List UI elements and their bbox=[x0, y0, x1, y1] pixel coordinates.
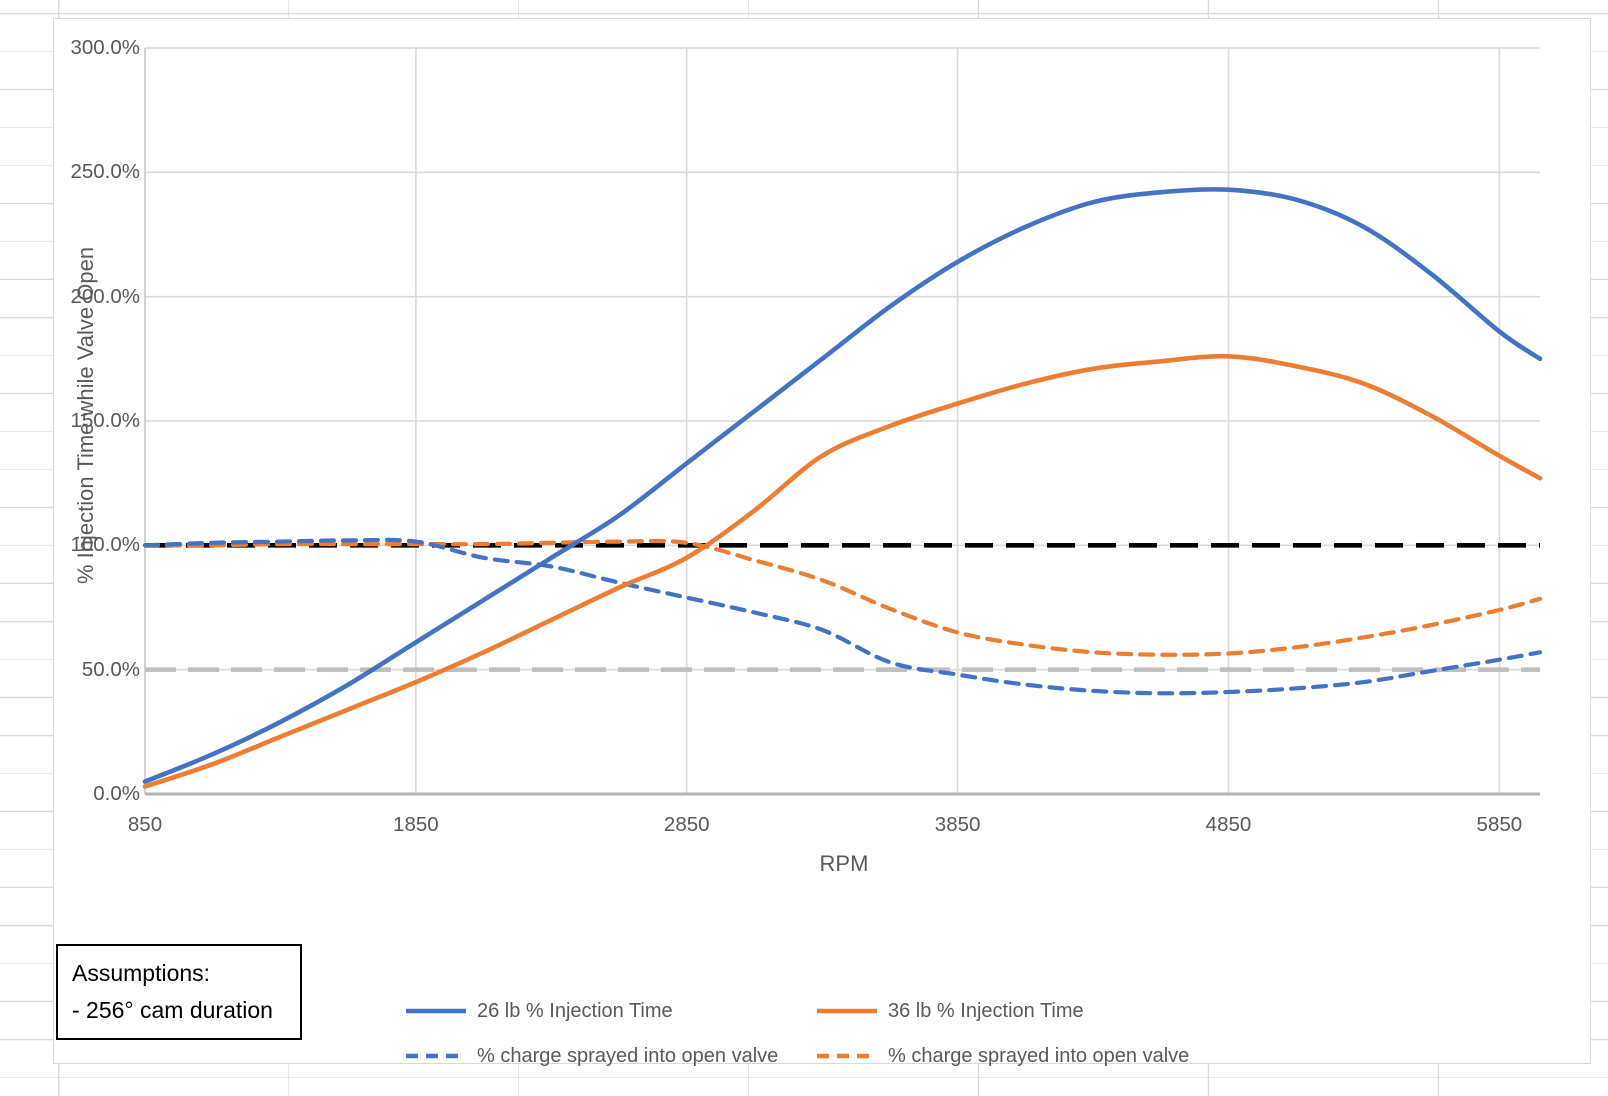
legend-item-36lb: 36 lb % Injection Time bbox=[815, 997, 1084, 1025]
y-tick-label: 50.0% bbox=[81, 657, 140, 681]
chart-canvas bbox=[142, 47, 1543, 796]
y-tick-label: 0.0% bbox=[93, 782, 140, 805]
legend-swatch-orange-dashed bbox=[817, 1053, 877, 1059]
legend-label: 26 lb % Injection Time bbox=[477, 999, 673, 1022]
y-tick-label: 200.0% bbox=[70, 284, 140, 308]
assumptions-title: Assumptions: bbox=[72, 960, 211, 986]
legend-swatch-blue-dashed bbox=[406, 1053, 466, 1059]
x-tick-label: 3850 bbox=[934, 813, 981, 836]
x-tick-label: 850 bbox=[127, 813, 163, 836]
assumptions-item: - 256° cam duration bbox=[72, 996, 273, 1023]
series-line-2 bbox=[142, 537, 1543, 696]
legend-swatch-blue-solid bbox=[406, 1008, 466, 1014]
legend-label: 36 lb % Injection Time bbox=[888, 999, 1084, 1022]
x-tick-label: 5850 bbox=[1476, 813, 1523, 836]
legend-item-charge-36lb: % charge sprayed into open valve bbox=[815, 1042, 1189, 1070]
x-axis-title: RPM bbox=[819, 851, 869, 876]
x-tick-label: 1850 bbox=[393, 813, 439, 836]
y-tick-label: 100.0% bbox=[70, 533, 140, 557]
series-line-1 bbox=[142, 353, 1543, 789]
legend-label: % charge sprayed into open valve bbox=[888, 1044, 1190, 1067]
x-tick-label: 2850 bbox=[663, 813, 710, 836]
y-axis-title: % Injection Time while Valve Open bbox=[73, 246, 98, 584]
series-line-0 bbox=[142, 187, 1543, 784]
legend-swatch-orange-solid bbox=[817, 1008, 877, 1014]
series-line-3 bbox=[142, 538, 1543, 657]
assumptions-box: Assumptions: - 256° cam duration bbox=[56, 944, 302, 1040]
chart-area[interactable]: 300.0% 250.0% 200.0% 150.0% 100.0% 50.0% 0.0% … bbox=[53, 18, 1591, 1067]
legend-label: % charge sprayed into open valve bbox=[477, 1044, 779, 1067]
legend-item-charge-26lb: % charge sprayed into open valve bbox=[404, 1042, 778, 1070]
y-tick-label: 250.0% bbox=[70, 160, 140, 184]
legend-item-26lb: 26 lb % Injection Time bbox=[404, 997, 673, 1025]
y-tick-label: 300.0% bbox=[70, 36, 140, 59]
x-tick-label: 4850 bbox=[1205, 813, 1252, 836]
y-tick-label: 150.0% bbox=[70, 409, 140, 432]
